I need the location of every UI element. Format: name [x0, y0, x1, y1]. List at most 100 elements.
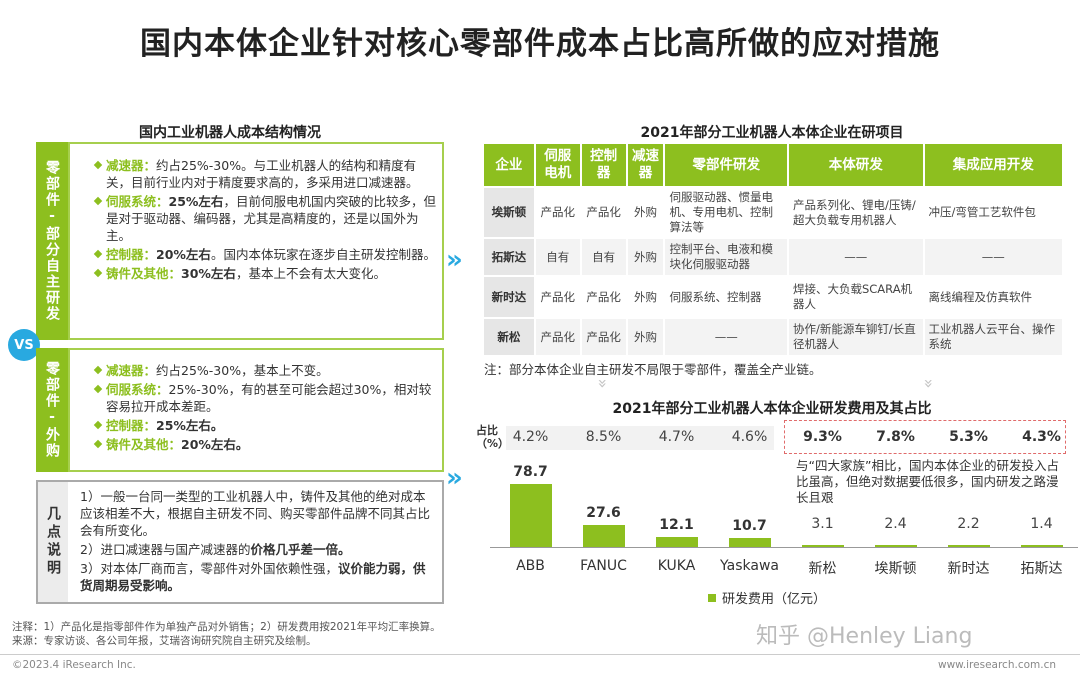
callout-text: 与“四大家族”相比，国内本体企业的研发投入占比虽高，但绝对数据要低很多，国内研发… — [796, 458, 1059, 505]
note-1: 1）一般一台同一类型的工业机器人中，铸件及其他的绝对成本应该相差不大，根据自主研… — [80, 489, 431, 538]
bullet-item: 减速器：约占25%-30%。与工业机器人的结构和精度有关，目前行业内对于精度要求… — [92, 157, 438, 191]
category-label: 新松 — [808, 561, 837, 577]
value-label: 3.1 — [811, 516, 834, 532]
ratio-label: 占比（%） — [476, 424, 510, 450]
footer-divider — [0, 654, 1080, 655]
table-cell: —— — [922, 237, 1064, 277]
notes: 1）一般一台同一类型的工业机器人中，铸件及其他的绝对成本应该相差不大，根据自主研… — [80, 488, 436, 594]
ratio-label: 7.8% — [876, 429, 915, 445]
bullet-item: 铸件及其他：20%左右。 — [92, 436, 438, 453]
table-cell: 产品化 — [533, 186, 582, 239]
value-label: 78.7 — [513, 464, 548, 481]
left-subtitle: 国内工业机器人成本结构情况 — [139, 125, 321, 141]
table-cell: 离线编程及仿真软件 — [922, 275, 1064, 319]
col-header: 企业 — [482, 142, 536, 188]
box3 — [36, 480, 444, 604]
watermark: 知乎 @Henley Liang — [756, 624, 973, 649]
table-cell: 产品化 — [533, 317, 582, 357]
bullet-item: 控制器：25%左右。 — [92, 417, 438, 434]
bar — [801, 544, 844, 547]
bar — [947, 545, 990, 547]
bullet-item: 减速器：约占25%-30%，基本上不变。 — [92, 362, 438, 379]
company-cell: 拓斯达 — [482, 237, 536, 277]
rd-chart: 4.2% 78.7 ABB 8.5% 27.6 FANUC 4.7% 12.1 KUKA 4.6%… — [490, 426, 1078, 611]
bullet-item: 铸件及其他：30%左右，基本上不会有太大变化。 — [92, 265, 438, 282]
table-title: 2021年部分工业机器人本体企业在研项目 — [640, 125, 904, 141]
col-header: 本体研发 — [786, 142, 925, 188]
table-note: 注：部分本体企业自主研发不局限于零部件，覆盖全产业链。 — [484, 362, 822, 377]
table-cell: 控制平台、电液和模块化伺服驱动器 — [663, 237, 789, 277]
col-header: 集成应用开发 — [922, 142, 1064, 188]
table-cell: 协作/新能源车铆钉/长直径机器人 — [786, 317, 925, 357]
category-label: FANUC — [580, 558, 627, 574]
table-cell: 伺服系统、控制器 — [663, 275, 789, 319]
bar — [582, 524, 625, 547]
box3-label: 几点说明 — [38, 482, 68, 602]
table-cell: 自有 — [533, 237, 582, 277]
bar — [509, 484, 552, 547]
value-label: 2.2 — [957, 516, 980, 532]
ratio-label: 5.3% — [949, 429, 988, 445]
ratio-label: 4.3% — [1022, 429, 1061, 445]
table-row: 新时达 产品化 产品化 外购 伺服系统、控制器 焊接、大负载SCARA机器人 离线编程及仿真… — [482, 275, 1064, 319]
table-cell: 焊接、大负载SCARA机器人 — [786, 275, 925, 319]
box1-list: 减速器：约占25%-30%。与工业机器人的结构和精度有关，目前行业内对于精度要求… — [92, 157, 438, 284]
x-axis — [490, 547, 1078, 548]
research-table: 企业 伺服电机 控制器 减速器 零部件研发 本体研发 集成应用开发 埃斯顿 产品化… — [482, 142, 1064, 357]
footer-note: 注释：1）产品化是指零部件作为单独产品对外销售；2）研发费用按2021年平均汇率… — [12, 621, 441, 633]
category-label: KUKA — [657, 558, 696, 574]
table-cell: 伺服驱动器、惯量电机、专用电机、控制算法等 — [663, 186, 789, 239]
ratio-label: 4.7% — [658, 429, 695, 445]
col-header: 控制器 — [579, 142, 628, 188]
value-label: 10.7 — [732, 518, 767, 535]
copyright: ©2023.4 iResearch Inc. — [12, 659, 136, 671]
ratio-label: 4.2% — [512, 429, 549, 445]
note-3: 3）对本体厂商而言，零部件对外国依赖性强，议价能力弱，供货周期易受影响。 — [80, 561, 426, 593]
box2 — [68, 348, 444, 472]
bullet-item: 伺服系统：25%-30%，有的甚至可能会超过30%，相对较容易拉开成本差距。 — [92, 381, 438, 415]
legend-label: 研发费用（亿元） — [722, 592, 827, 607]
bar — [655, 537, 698, 547]
value-label: 12.1 — [659, 517, 694, 534]
table-cell: 自有 — [579, 237, 628, 277]
table-row: 拓斯达 自有 自有 外购 控制平台、电液和模块化伺服驱动器 —— —— — [482, 237, 1064, 277]
box2-label: 零部件-外购 — [36, 348, 68, 472]
table-cell: 外购 — [625, 237, 666, 277]
value-label: 27.6 — [586, 504, 621, 521]
value-label: 1.4 — [1030, 516, 1053, 532]
chart-title: 2021年部分工业机器人本体企业研发费用及其占比 — [612, 401, 932, 417]
category-label: 新时达 — [947, 561, 990, 577]
category-label: 拓斯达 — [1020, 561, 1063, 577]
table-cell: 工业机器人云平台、操作系统 — [922, 317, 1064, 357]
chart-legend: 研发费用（亿元） — [708, 588, 826, 607]
bullet-item: 伺服系统：25%左右，目前伺服电机国内突破的比较多，但是对于驱动器、编码器，尤其… — [92, 193, 438, 244]
ratio-label: 9.3% — [803, 429, 842, 445]
table-row: 埃斯顿 产品化 产品化 外购 伺服驱动器、惯量电机、专用电机、控制算法等 产品系列化、锂电… — [482, 186, 1064, 239]
company-cell: 新松 — [482, 317, 536, 357]
col-header: 减速器 — [625, 142, 666, 188]
table-cell: 外购 — [625, 317, 666, 357]
col-header: 零部件研发 — [663, 142, 789, 188]
table-row: 新松 产品化 产品化 外购 —— 协作/新能源车铆钉/长直径机器人 工业机器人云平台、操作系… — [482, 317, 1064, 357]
highlight-box — [784, 420, 1066, 454]
table-cell: 外购 — [625, 186, 666, 239]
value-label: 2.4 — [884, 516, 907, 532]
table-cell: —— — [786, 237, 925, 277]
company-cell: 新时达 — [482, 275, 536, 319]
chevron-right-icon: » — [446, 463, 463, 493]
col-header: 伺服电机 — [533, 142, 582, 188]
note-2: 2）进口减速器与国产减速器的价格几乎差一倍。 — [80, 542, 351, 557]
category-label: Yaskawa — [720, 558, 779, 574]
box1 — [68, 142, 444, 340]
footer-source: 来源：专家访谈、各公司年报，艾瑞咨询研究院自主研究及绘制。 — [12, 635, 317, 647]
ratio-label: 8.5% — [585, 429, 622, 445]
table-cell: 产品化 — [579, 186, 628, 239]
bar — [1020, 545, 1063, 547]
site-url: www.iresearch.com.cn — [938, 659, 1057, 671]
table-cell: 产品化 — [533, 275, 582, 319]
bar — [728, 538, 771, 547]
bar — [874, 545, 917, 547]
category-label: ABB — [516, 558, 545, 574]
chevron-down-icon: » — [919, 378, 939, 389]
box1-label: 零部件-部分自主研发 — [36, 142, 68, 340]
